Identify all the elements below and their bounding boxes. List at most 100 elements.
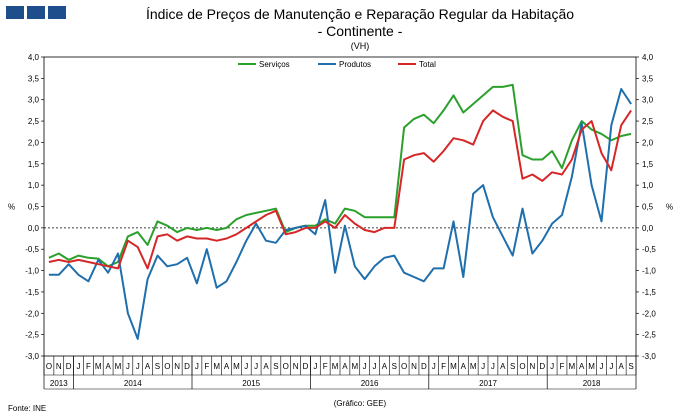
y-tick-label-right: 1,0 bbox=[642, 181, 654, 190]
month-tick-label: S bbox=[392, 362, 397, 371]
month-tick-label: O bbox=[46, 362, 52, 371]
month-tick-label: O bbox=[283, 362, 289, 371]
month-tick-label: A bbox=[382, 362, 388, 371]
month-tick-label: M bbox=[115, 362, 122, 371]
month-tick-label: A bbox=[461, 362, 467, 371]
month-tick-label: O bbox=[401, 362, 407, 371]
y-tick-label-right: -3,0 bbox=[642, 352, 656, 361]
month-tick-label: N bbox=[56, 362, 62, 371]
month-tick-label: J bbox=[432, 362, 436, 371]
y-tick-label-left: -2,0 bbox=[25, 309, 39, 318]
y-tick-label-left: 0,0 bbox=[28, 224, 40, 233]
month-tick-label: A bbox=[263, 362, 269, 371]
y-tick-label-left: -1,5 bbox=[25, 288, 39, 297]
y-tick-label-right: 4,0 bbox=[642, 53, 654, 62]
series-line-serviços bbox=[48, 83, 632, 268]
month-tick-label: N bbox=[174, 362, 180, 371]
y-axis-label-left: % bbox=[8, 203, 15, 212]
month-tick-label: F bbox=[86, 362, 91, 371]
y-tick-label-right: 3,0 bbox=[642, 96, 654, 105]
month-tick-label: J bbox=[373, 362, 377, 371]
month-tick-label: F bbox=[204, 362, 209, 371]
y-tick-label-right: -1,0 bbox=[642, 267, 656, 276]
y-axis-label-right: % bbox=[666, 203, 673, 212]
month-tick-label: M bbox=[470, 362, 477, 371]
month-tick-label: J bbox=[254, 362, 258, 371]
month-tick-label: J bbox=[599, 362, 603, 371]
month-tick-label: J bbox=[126, 362, 130, 371]
data-source: Fonte: INE bbox=[8, 404, 47, 413]
month-tick-label: M bbox=[450, 362, 457, 371]
y-tick-label-left: 1,5 bbox=[28, 160, 40, 169]
y-tick-label-right: 0,0 bbox=[642, 224, 654, 233]
month-tick-label: A bbox=[224, 362, 230, 371]
month-tick-label: F bbox=[323, 362, 328, 371]
plot-frame bbox=[43, 56, 637, 357]
y-tick-label-left: -0,5 bbox=[25, 245, 39, 254]
month-tick-label: O bbox=[164, 362, 170, 371]
month-tick-label: A bbox=[500, 362, 506, 371]
month-tick-label: S bbox=[155, 362, 160, 371]
month-tick-label: M bbox=[213, 362, 220, 371]
legend-label: Serviços bbox=[259, 60, 290, 69]
month-tick-label: J bbox=[491, 362, 495, 371]
y-tick-label-left: 2,5 bbox=[28, 117, 40, 126]
year-label: 2014 bbox=[124, 379, 142, 388]
y-tick-label-right: 2,5 bbox=[642, 117, 654, 126]
month-tick-label: D bbox=[539, 362, 545, 371]
month-tick-label: A bbox=[342, 362, 348, 371]
month-tick-label: A bbox=[105, 362, 111, 371]
month-tick-label: M bbox=[95, 362, 102, 371]
year-label: 2013 bbox=[50, 379, 68, 388]
month-tick-label: N bbox=[293, 362, 299, 371]
y-tick-label-left: -2,5 bbox=[25, 331, 39, 340]
unit-note: (VH) bbox=[350, 41, 370, 51]
chart-subtitle: - Continente - bbox=[317, 23, 403, 39]
month-tick-label: A bbox=[145, 362, 151, 371]
month-tick-label: D bbox=[66, 362, 72, 371]
y-tick-label-right: -0,5 bbox=[642, 245, 656, 254]
y-tick-label-left: -1,0 bbox=[25, 267, 39, 276]
month-tick-label: N bbox=[530, 362, 536, 371]
month-tick-label: M bbox=[351, 362, 358, 371]
y-tick-label-left: 3,0 bbox=[28, 96, 40, 105]
month-tick-label: A bbox=[579, 362, 585, 371]
month-tick-label: J bbox=[609, 362, 613, 371]
month-tick-label: J bbox=[195, 362, 199, 371]
y-tick-label-left: 0,5 bbox=[28, 203, 40, 212]
month-tick-label: J bbox=[550, 362, 554, 371]
y-tick-label-right: -1,5 bbox=[642, 288, 656, 297]
month-tick-label: S bbox=[510, 362, 515, 371]
month-tick-label: J bbox=[313, 362, 317, 371]
y-tick-label-right: -2,5 bbox=[642, 331, 656, 340]
y-tick-label-left: -3,0 bbox=[25, 352, 39, 361]
y-tick-label-left: 2,0 bbox=[28, 138, 40, 147]
month-tick-label: M bbox=[233, 362, 240, 371]
legend-label: Produtos bbox=[339, 60, 371, 69]
series-line-total bbox=[48, 109, 632, 270]
month-tick-label: M bbox=[332, 362, 339, 371]
month-tick-label: J bbox=[77, 362, 81, 371]
year-label: 2016 bbox=[361, 379, 379, 388]
month-tick-label: S bbox=[273, 362, 278, 371]
month-tick-label: J bbox=[244, 362, 248, 371]
month-tick-label: A bbox=[619, 362, 625, 371]
y-tick-label-right: 1,5 bbox=[642, 160, 654, 169]
month-tick-label: O bbox=[519, 362, 525, 371]
month-tick-label: F bbox=[560, 362, 565, 371]
month-tick-label: J bbox=[136, 362, 140, 371]
month-tick-label: D bbox=[184, 362, 190, 371]
year-label: 2018 bbox=[583, 379, 601, 388]
month-tick-label: F bbox=[441, 362, 446, 371]
month-tick-label: S bbox=[628, 362, 633, 371]
month-tick-label: N bbox=[411, 362, 417, 371]
y-tick-label-right: 0,5 bbox=[642, 203, 654, 212]
legend-label: Total bbox=[419, 60, 436, 69]
y-tick-label-left: 3,5 bbox=[28, 74, 40, 83]
chart-title: Índice de Preços de Manutenção e Reparaç… bbox=[145, 6, 575, 22]
month-tick-label: D bbox=[421, 362, 427, 371]
month-tick-label: M bbox=[569, 362, 576, 371]
month-tick-label: M bbox=[588, 362, 595, 371]
logo bbox=[6, 6, 69, 24]
